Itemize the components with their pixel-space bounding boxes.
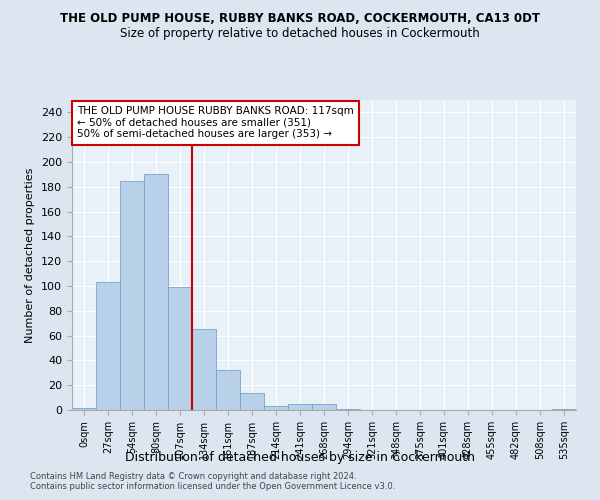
Text: Contains public sector information licensed under the Open Government Licence v3: Contains public sector information licen… xyxy=(30,482,395,491)
Bar xyxy=(312,404,336,410)
Bar xyxy=(216,370,240,410)
Text: Size of property relative to detached houses in Cockermouth: Size of property relative to detached ho… xyxy=(120,28,480,40)
Bar xyxy=(264,406,288,410)
Bar xyxy=(336,409,360,410)
Text: Distribution of detached houses by size in Cockermouth: Distribution of detached houses by size … xyxy=(125,451,475,464)
Bar xyxy=(288,404,312,410)
Text: Contains HM Land Registry data © Crown copyright and database right 2024.: Contains HM Land Registry data © Crown c… xyxy=(30,472,356,481)
Text: THE OLD PUMP HOUSE, RUBBY BANKS ROAD, COCKERMOUTH, CA13 0DT: THE OLD PUMP HOUSE, RUBBY BANKS ROAD, CO… xyxy=(60,12,540,26)
Bar xyxy=(168,287,192,410)
Bar xyxy=(120,180,144,410)
Bar xyxy=(96,282,120,410)
Bar xyxy=(72,408,96,410)
Bar xyxy=(552,409,576,410)
Bar xyxy=(240,392,264,410)
Y-axis label: Number of detached properties: Number of detached properties xyxy=(25,168,35,342)
Bar xyxy=(192,330,216,410)
Bar xyxy=(144,174,168,410)
Text: THE OLD PUMP HOUSE RUBBY BANKS ROAD: 117sqm
← 50% of detached houses are smaller: THE OLD PUMP HOUSE RUBBY BANKS ROAD: 117… xyxy=(77,106,354,140)
